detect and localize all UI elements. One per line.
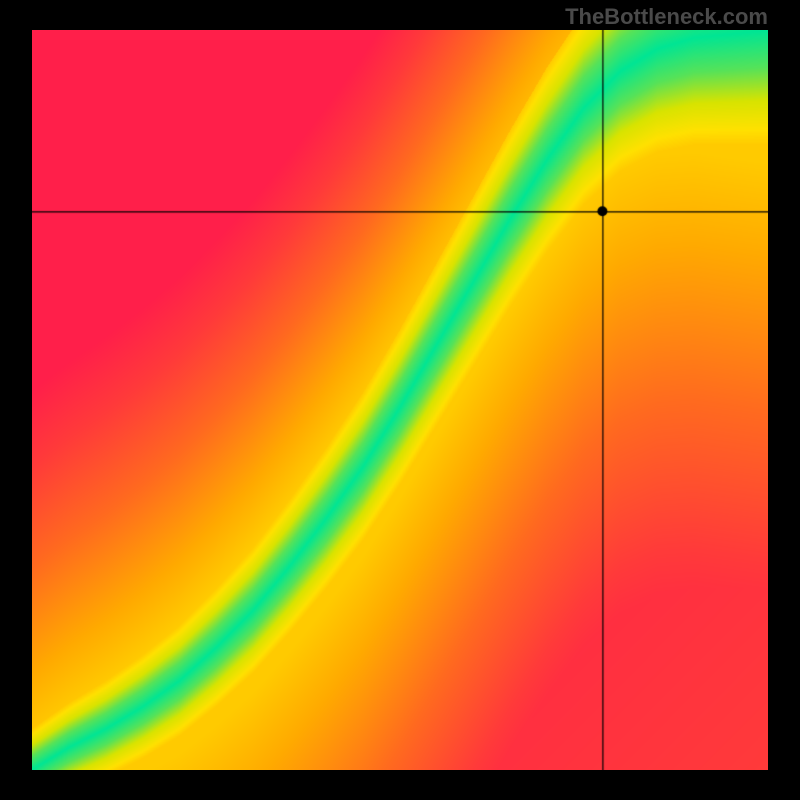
bottleneck-heatmap xyxy=(32,30,768,770)
watermark-text: TheBottleneck.com xyxy=(565,4,768,30)
